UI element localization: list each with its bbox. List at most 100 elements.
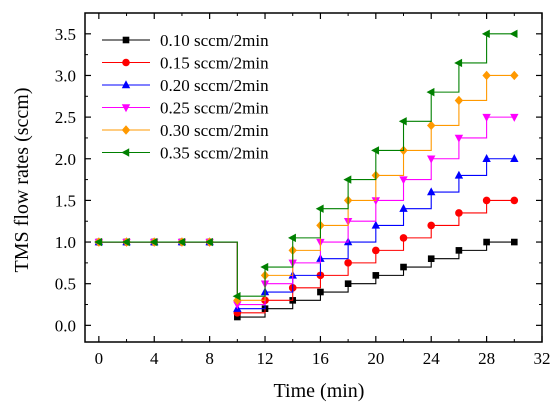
x-tick-label: 24 (423, 349, 441, 368)
data-point (94, 237, 103, 247)
data-point (510, 113, 519, 122)
data-point (121, 237, 130, 247)
y-axis-label: TMS flow rates (sccm) (11, 88, 33, 273)
data-point (482, 113, 491, 122)
series-line (98, 241, 515, 318)
legend-marker (121, 148, 130, 157)
data-point (399, 204, 408, 212)
data-point (343, 175, 352, 184)
data-point (427, 255, 435, 263)
y-tick-label: 3.0 (55, 66, 76, 85)
data-point (371, 220, 381, 229)
x-tick-label: 8 (205, 349, 214, 368)
plot-frame (84, 12, 543, 343)
series-line (98, 199, 515, 314)
legend-item-4: 0.25 sccm/2min (102, 99, 269, 118)
series-2 (95, 196, 519, 317)
data-point (204, 237, 213, 247)
data-point (510, 154, 519, 162)
data-point (233, 301, 242, 310)
legend: 0.10 sccm/2min 0.15 sccm/2min 0.20 sccm/2m… (102, 31, 269, 163)
data-point (482, 70, 491, 81)
data-point (149, 237, 158, 247)
legend-label: 0.25 sccm/2min (160, 99, 269, 118)
x-tick-label: 28 (478, 349, 495, 368)
data-point (455, 247, 463, 254)
data-point (398, 117, 407, 126)
series-line (98, 33, 515, 297)
legend-marker (121, 125, 131, 135)
data-point (288, 233, 296, 243)
data-point (510, 196, 519, 205)
legend-marker (122, 58, 130, 67)
data-point (454, 134, 464, 143)
legend-label: 0.10 sccm/2min (160, 31, 269, 50)
data-point (260, 262, 269, 272)
legend-marker (122, 36, 130, 44)
data-point (482, 196, 491, 205)
data-point (372, 272, 380, 279)
data-point (511, 238, 518, 246)
data-point (482, 154, 491, 162)
y-tick-label: 0.5 (55, 275, 76, 294)
y-tick-label: 2.5 (55, 108, 76, 127)
legend-label: 0.35 sccm/2min (160, 144, 269, 163)
series-line (98, 158, 515, 310)
x-tick-label: 0 (95, 349, 104, 368)
legend-item-5: 0.30 sccm/2min (102, 121, 269, 140)
series-1 (95, 238, 518, 321)
data-point (481, 29, 490, 39)
data-point (510, 70, 519, 81)
data-point (427, 155, 436, 164)
data-point (371, 197, 381, 206)
legend-label: 0.20 sccm/2min (160, 76, 269, 95)
y-tick-label: 1.5 (55, 191, 76, 210)
legend-item-2: 0.15 sccm/2min (102, 54, 269, 73)
data-point (454, 95, 464, 106)
series-6 (94, 29, 518, 301)
data-point (454, 58, 463, 68)
data-point (427, 221, 436, 230)
data-point (372, 246, 380, 255)
data-point (426, 87, 435, 97)
x-axis-label: Time (min) (274, 380, 365, 402)
x-tick-label: 16 (312, 349, 329, 368)
legend-marker (121, 104, 131, 113)
data-point (315, 204, 324, 213)
series-layer (94, 29, 519, 321)
series-5 (94, 70, 519, 306)
y-tick-label: 2.0 (55, 150, 76, 169)
axes: 0 4 8 12 16 20 24 28 32 0.0 0.5 1.0 1.5 2.0 2.5 3.0 3.5 (55, 12, 550, 368)
data-point (399, 234, 408, 242)
data-point (455, 209, 463, 217)
legend-item-3: 0.20 sccm/2min (102, 76, 269, 95)
data-point (344, 280, 352, 287)
x-tick-label: 12 (257, 349, 274, 368)
data-point (400, 263, 407, 271)
data-point (427, 120, 436, 131)
legend-label: 0.15 sccm/2min (160, 54, 269, 73)
y-tick-label: 0.0 (55, 316, 76, 335)
x-tick-label: 32 (534, 349, 550, 368)
data-point (177, 237, 186, 247)
data-point (483, 238, 490, 246)
data-point (427, 187, 436, 196)
legend-marker (121, 80, 131, 89)
data-point (399, 176, 408, 185)
data-point (454, 170, 464, 179)
legend-item-1: 0.10 sccm/2min (102, 31, 269, 50)
data-point (509, 29, 518, 39)
series-4 (94, 113, 519, 310)
data-point (234, 313, 241, 321)
legend-label: 0.30 sccm/2min (160, 121, 269, 140)
data-point (317, 288, 324, 296)
y-tick-label: 1.0 (55, 233, 76, 252)
legend-item-6: 0.35 sccm/2min (102, 144, 269, 163)
data-point (344, 259, 352, 267)
data-point (371, 146, 380, 155)
x-tick-label: 20 (367, 349, 384, 368)
data-point (232, 291, 241, 301)
y-tick-label: 3.5 (55, 25, 76, 44)
x-tick-label: 4 (150, 349, 159, 368)
